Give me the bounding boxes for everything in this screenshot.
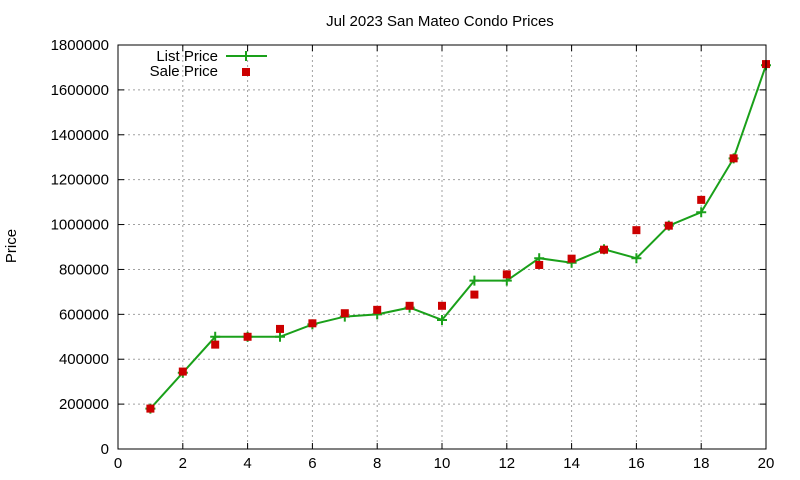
list-price-point xyxy=(437,314,447,325)
x-tick-label: 0 xyxy=(114,455,122,472)
y-tick-label: 1400000 xyxy=(51,127,109,144)
sale-price-point xyxy=(308,319,317,328)
grid xyxy=(118,45,766,449)
sale-price-point xyxy=(438,301,446,310)
y-tick-label: 1600000 xyxy=(51,82,109,99)
sale-price-point xyxy=(405,301,414,310)
list-price-point xyxy=(696,207,707,218)
legend-marker-sale-price xyxy=(242,68,250,76)
x-tick-label: 6 xyxy=(308,455,316,472)
legend-label-sale-price: Sale Price xyxy=(150,63,218,80)
y-tick-label: 1800000 xyxy=(51,37,109,54)
sale-price-point xyxy=(567,254,576,263)
y-tick-label: 1000000 xyxy=(51,217,109,234)
legend-label-list-price: List Price xyxy=(156,48,218,65)
list-price-point xyxy=(469,275,480,286)
x-tick-label: 14 xyxy=(563,455,580,472)
sale-price-point xyxy=(729,154,738,163)
sale-price-point xyxy=(146,404,155,413)
chart-title: Jul 2023 San Mateo Condo Prices xyxy=(326,13,554,30)
sale-price-point xyxy=(373,305,382,314)
sale-price-point xyxy=(178,367,187,376)
x-tick-label: 2 xyxy=(179,455,187,472)
sale-price-point xyxy=(276,324,284,333)
list-price-point xyxy=(210,331,221,342)
y-tick-label: 0 xyxy=(101,441,109,458)
plot-frame xyxy=(117,44,767,450)
sale-price-point xyxy=(502,270,511,279)
y-tick-label: 800000 xyxy=(59,261,109,278)
x-tick-label: 4 xyxy=(243,455,251,472)
sale-price-point xyxy=(243,332,252,341)
x-tick-label: 12 xyxy=(498,455,515,472)
y-axis-label: Price xyxy=(3,229,20,263)
legend-marker-list-price xyxy=(241,51,251,61)
x-tick-label: 20 xyxy=(758,455,775,472)
sale-price-point xyxy=(211,340,220,349)
y-tick-label: 200000 xyxy=(59,396,109,413)
x-tick-label: 16 xyxy=(628,455,645,472)
sale-price-point xyxy=(470,290,479,299)
sale-price-point xyxy=(340,309,349,318)
x-tick-label: 18 xyxy=(693,455,710,472)
sale-price-point xyxy=(697,195,706,204)
list-price-point xyxy=(631,253,642,264)
x-tick-label: 10 xyxy=(434,455,451,472)
y-tick-label: 400000 xyxy=(59,351,109,368)
sale-price-point xyxy=(535,260,544,269)
list-price-point xyxy=(275,331,285,342)
y-tick-label: 1200000 xyxy=(51,172,109,189)
sale-price-point xyxy=(632,226,641,235)
x-tick-label: 8 xyxy=(373,455,381,472)
axis-ticks: 0 2 4 6 8 10 12 14 16 18 20 0 200000 400000 600000 8000… xyxy=(51,37,775,472)
sale-price-point xyxy=(664,221,673,230)
series-line-list-price xyxy=(149,64,767,410)
y-tick-label: 600000 xyxy=(59,306,109,323)
sale-price-point xyxy=(600,245,608,254)
plot-series xyxy=(145,60,771,414)
